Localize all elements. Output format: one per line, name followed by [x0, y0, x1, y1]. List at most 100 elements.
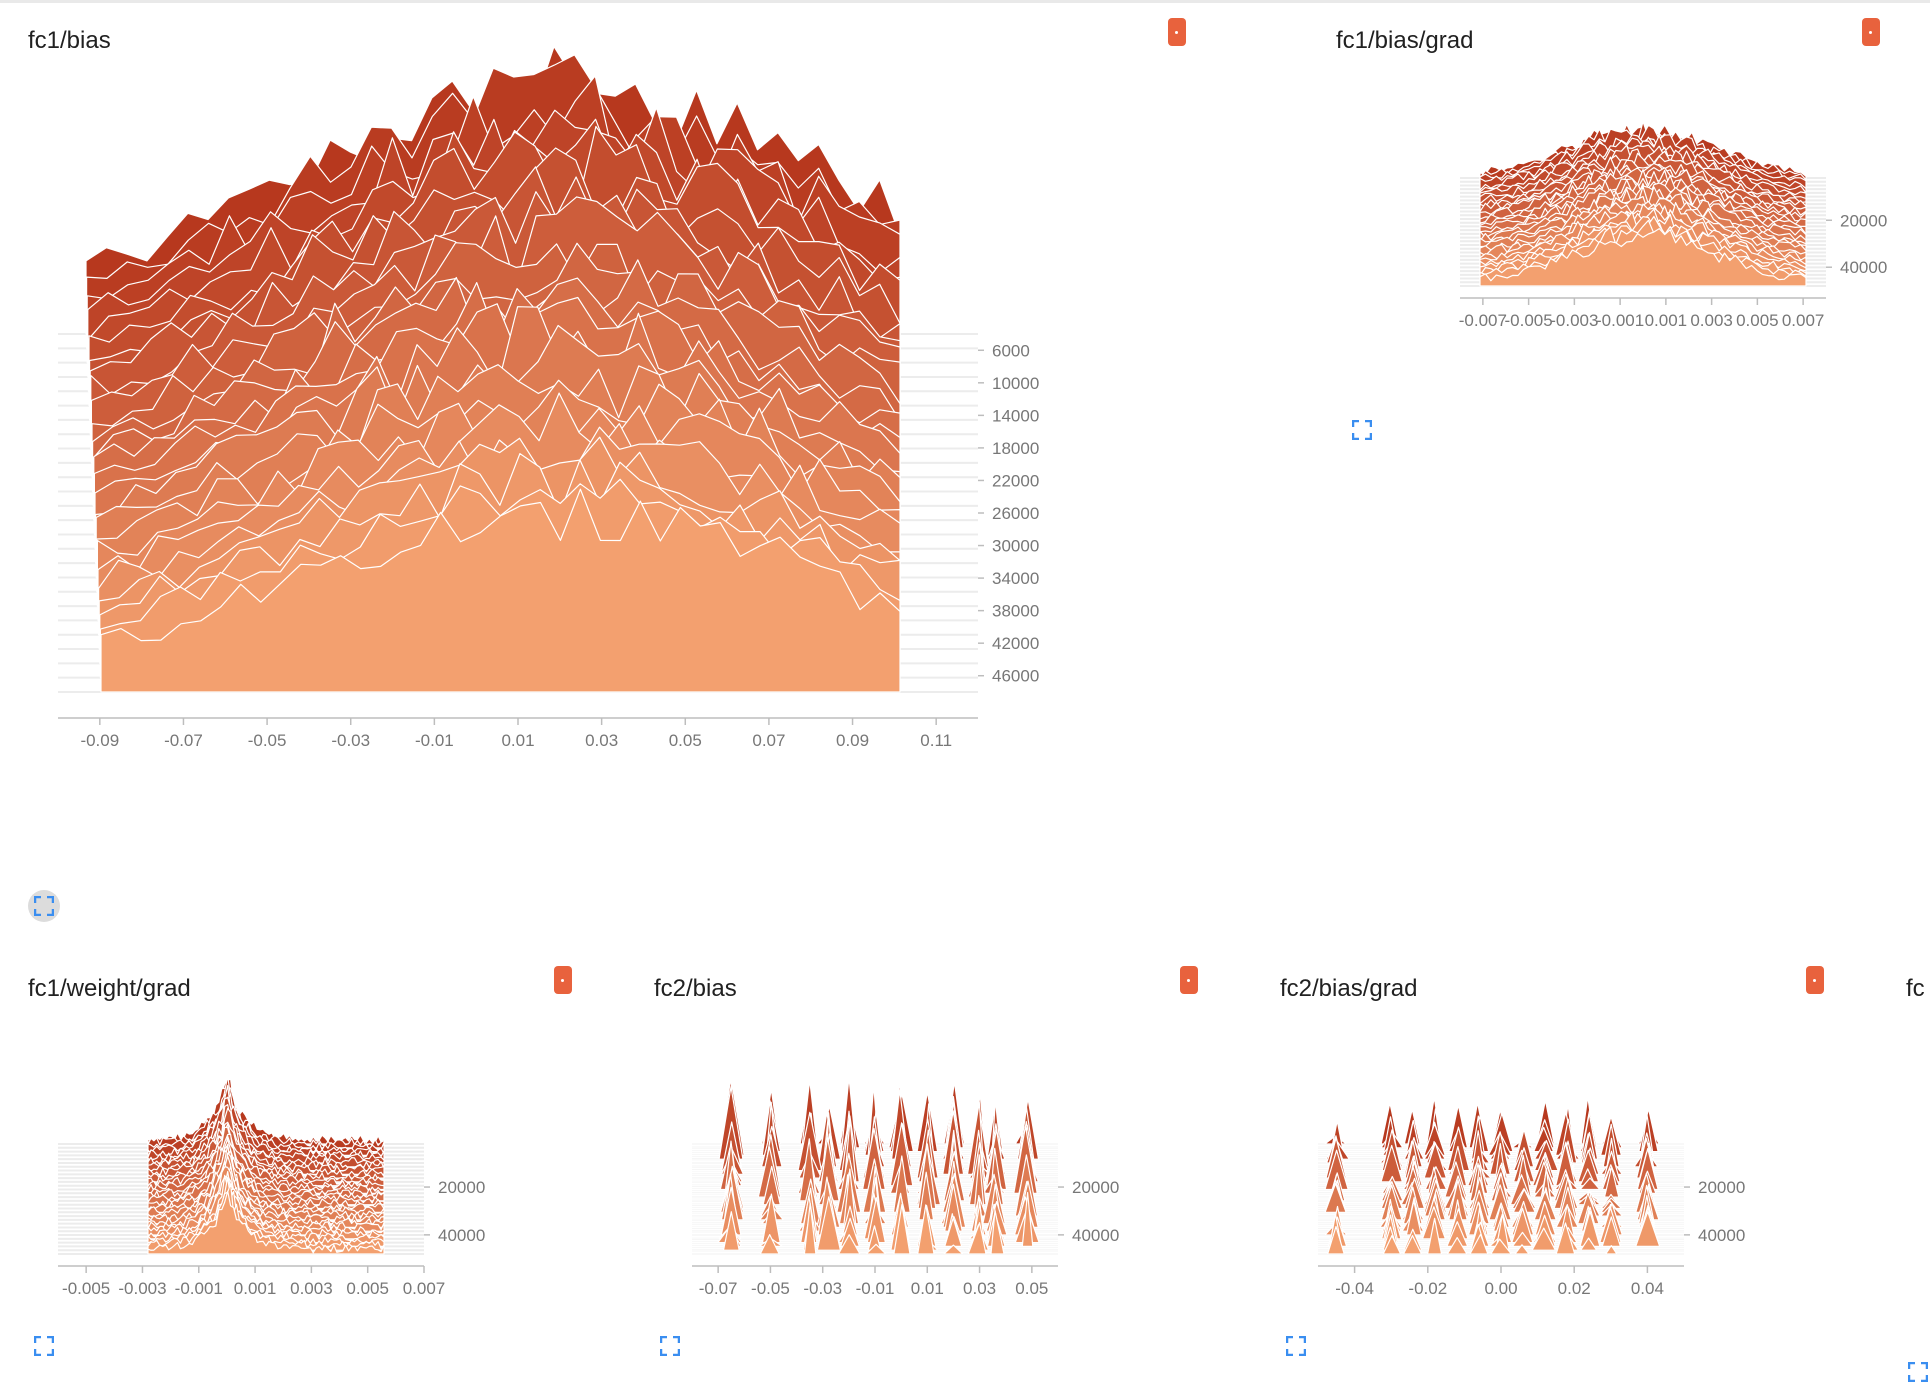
- x-tick-label: -0.003: [118, 1279, 166, 1298]
- x-tick-label: -0.02: [1408, 1279, 1447, 1298]
- histogram-card-fc2-bias: fc2/bias -0.07 -0.05 -0.03 -0.01 0.01 0.03 0.0…: [654, 966, 1254, 1394]
- y-tick-label: 40000: [1698, 1226, 1745, 1245]
- x-tick-label: -0.05: [751, 1279, 790, 1298]
- y-tick-label: 40000: [1072, 1226, 1119, 1245]
- x-tick-label: 0.001: [234, 1279, 277, 1298]
- card-title: fc2/bias: [654, 975, 737, 1002]
- fullscreen-expand-icon[interactable]: [1280, 1330, 1312, 1362]
- x-axis: -0.04 -0.02 0.00 0.02 0.04: [1318, 1265, 1684, 1298]
- x-tick-label: -0.001: [1596, 311, 1644, 330]
- x-tick-label: 0.007: [403, 1279, 446, 1298]
- x-axis: -0.09 -0.07 -0.05 -0.03 -0.01 0.01 0.03 0.05 0.0…: [58, 717, 978, 750]
- x-tick-label: -0.07: [164, 731, 203, 750]
- histogram-series: [1317, 1210, 1685, 1247]
- histogram-plot: -0.09 -0.07 -0.05 -0.03 -0.01 0.01 0.03 0.05 0.0…: [58, 45, 1039, 750]
- top-divider: [0, 0, 1930, 3]
- x-tick-label: -0.05: [248, 731, 287, 750]
- color-tag-icon[interactable]: [1806, 966, 1824, 994]
- y-tick-label: 34000: [992, 569, 1039, 588]
- y-tick-label: 46000: [992, 667, 1039, 686]
- x-tick-label: -0.005: [1505, 311, 1553, 330]
- x-tick-label: 0.003: [1690, 311, 1733, 330]
- x-tick-label: 0.03: [585, 731, 618, 750]
- x-tick-label: -0.005: [62, 1279, 110, 1298]
- x-tick-label: -0.01: [415, 731, 454, 750]
- histogram-card-fc1-weight-grad: fc1/weight/grad -0.005 -0.003 -0.001 0.001 0…: [28, 966, 628, 1394]
- y-tick-label: 40000: [1840, 258, 1887, 277]
- x-tick-label: 0.003: [290, 1279, 333, 1298]
- histogram-series: [147, 1155, 385, 1225]
- x-tick-label: 0.007: [1782, 311, 1825, 330]
- color-tag-icon[interactable]: [1168, 18, 1186, 46]
- y-axis: 20000 40000: [1826, 211, 1887, 277]
- x-tick-label: -0.01: [856, 1279, 895, 1298]
- histogram-card-fc1-bias-grad: fc1/bias/grad -0.007 -0.005 -0.003 -0.001 0.…: [1336, 18, 1896, 456]
- histogram-series: [691, 1202, 1059, 1255]
- x-tick-label: 0.05: [669, 731, 702, 750]
- y-tick-label: 20000: [438, 1178, 485, 1197]
- histogram-series: [147, 1087, 385, 1149]
- color-tag-icon[interactable]: [1180, 966, 1198, 994]
- y-tick-label: 10000: [992, 374, 1039, 393]
- histogram-series-group: [147, 1075, 385, 1255]
- histogram-card-fc1-bias: fc1/bias -0.09 -0.07 -0.05 -0.03 -0.01 0.01 0.…: [28, 18, 1248, 926]
- y-tick-label: 6000: [992, 341, 1030, 360]
- x-tick-label: -0.09: [80, 731, 119, 750]
- y-axis: 20000 40000: [1058, 1178, 1119, 1245]
- histogram-card-fc2-bias-grad: fc2/bias/grad -0.04 -0.02 0.00 0.02 0.04 2000…: [1280, 966, 1880, 1394]
- x-tick-label: 0.00: [1484, 1279, 1517, 1298]
- fullscreen-expand-icon[interactable]: [1902, 1356, 1930, 1388]
- y-tick-label: 38000: [992, 602, 1039, 621]
- y-tick-label: 20000: [1072, 1178, 1119, 1197]
- x-tick-label: -0.03: [803, 1279, 842, 1298]
- x-axis: -0.07 -0.05 -0.03 -0.01 0.01 0.03 0.05: [692, 1265, 1058, 1298]
- histogram-plot: -0.005 -0.003 -0.001 0.001 0.003 0.005 0.007 20…: [58, 1075, 485, 1298]
- y-axis: 20000 40000: [424, 1178, 485, 1245]
- x-tick-label: 0.11: [920, 731, 952, 750]
- fullscreen-expand-icon[interactable]: [654, 1330, 686, 1362]
- y-tick-label: 14000: [992, 406, 1039, 425]
- fullscreen-expand-icon[interactable]: [28, 1330, 60, 1362]
- fullscreen-expand-icon[interactable]: [1346, 414, 1378, 446]
- x-axis: -0.007-0.005-0.003-0.001 0.001 0.003 0.005 0…: [1459, 297, 1826, 330]
- histogram-plot: -0.007-0.005-0.003-0.001 0.001 0.003 0.005 0…: [1459, 121, 1887, 330]
- y-axis: 6000 10000 14000 18000 22000 26000 30000 34000 3…: [978, 341, 1039, 686]
- histogram-series: [691, 1192, 1059, 1251]
- x-tick-label: -0.03: [331, 731, 370, 750]
- x-tick-label: 0.005: [346, 1279, 389, 1298]
- y-tick-label: 40000: [438, 1226, 485, 1245]
- histogram-series: [147, 1138, 385, 1206]
- color-tag-icon[interactable]: [1862, 18, 1880, 46]
- x-tick-label: 0.05: [1015, 1279, 1048, 1298]
- histogram-plot: -0.07 -0.05 -0.03 -0.01 0.01 0.03 0.05 20000 400…: [691, 1076, 1119, 1298]
- x-tick-label: 0.09: [836, 731, 869, 750]
- histogram-series-group: [691, 1076, 1059, 1255]
- y-tick-label: 18000: [992, 439, 1039, 458]
- histogram-series: [1479, 228, 1807, 287]
- y-axis: 20000 40000: [1684, 1178, 1745, 1245]
- histogram-series: [1317, 1217, 1685, 1255]
- card-title: fc: [1906, 975, 1925, 1002]
- histogram-series: [147, 1190, 385, 1255]
- x-tick-label: -0.001: [175, 1279, 223, 1298]
- histogram-series: [100, 488, 901, 693]
- y-tick-label: 22000: [992, 471, 1039, 490]
- histogram-series: [147, 1171, 385, 1240]
- x-tick-label: 0.03: [963, 1279, 996, 1298]
- histogram-series-group: [85, 45, 901, 693]
- x-tick-label: -0.003: [1550, 311, 1598, 330]
- histogram-series-group: [1479, 121, 1807, 287]
- y-tick-label: 20000: [1698, 1178, 1745, 1197]
- x-tick-label: 0.01: [501, 731, 534, 750]
- x-axis: -0.005 -0.003 -0.001 0.001 0.003 0.005 0.007: [58, 1265, 446, 1298]
- y-tick-label: 42000: [992, 634, 1039, 653]
- color-tag-icon[interactable]: [554, 966, 572, 994]
- fullscreen-expand-icon[interactable]: [28, 890, 60, 922]
- y-tick-label: 26000: [992, 504, 1039, 523]
- histogram-plot: -0.04 -0.02 0.00 0.02 0.04 20000 40000: [1317, 1095, 1745, 1298]
- x-tick-label: 0.02: [1558, 1279, 1591, 1298]
- histogram-series: [691, 1124, 1059, 1191]
- card-title: fc2/bias/grad: [1280, 975, 1418, 1002]
- histogram-series: [147, 1078, 385, 1145]
- x-tick-label: -0.007: [1459, 311, 1507, 330]
